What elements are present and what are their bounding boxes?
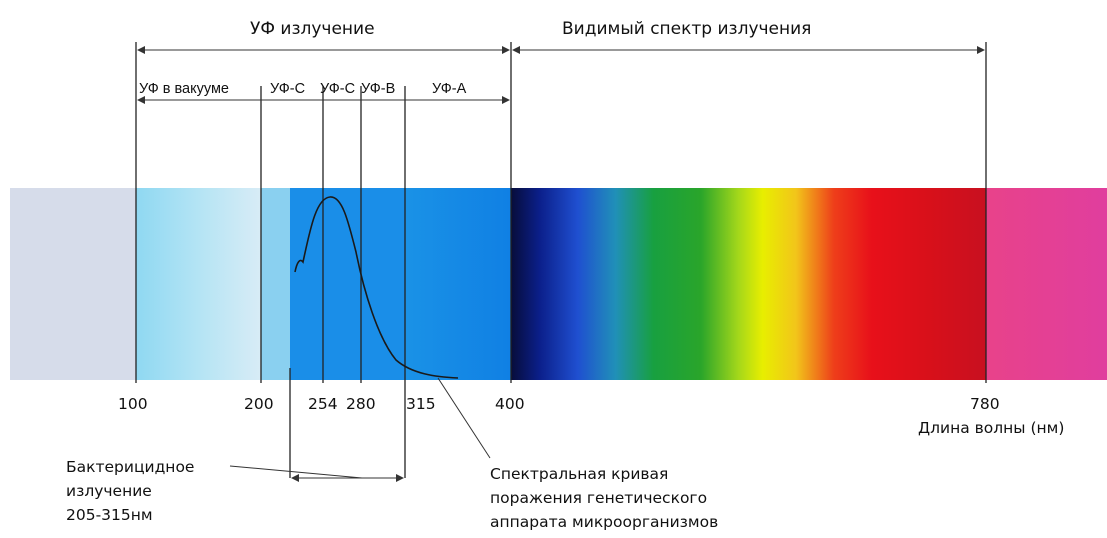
visible-header: Видимый спектр излучения: [562, 19, 812, 39]
band-uvc-second: УФ-С: [320, 81, 356, 97]
bactericidal-leader: [229, 465, 363, 479]
boundary-lines: [135, 42, 987, 478]
band-vacuum-uv: УФ в вакууме: [139, 81, 229, 97]
visible-region: [511, 188, 986, 380]
tick-780: 780: [970, 395, 1000, 413]
bactericidal-region: [290, 188, 405, 380]
damage-curve: [294, 196, 459, 379]
uv-header: УФ излучение: [250, 19, 375, 39]
bactericidal-label: Бактерицидное излучение 205-315нм: [66, 458, 195, 524]
tick-100: 100: [118, 395, 148, 413]
tick-315: 315: [406, 395, 436, 413]
tick-254: 254: [308, 395, 338, 413]
vacuum-uv-region: [136, 188, 261, 380]
band-uva: УФ-А: [432, 81, 467, 97]
tick-400: 400: [495, 395, 525, 413]
band-uvb: УФ-В: [361, 81, 396, 97]
curve-leader: [437, 377, 491, 459]
tick-280: 280: [346, 395, 376, 413]
axis-label: Длина волны (нм): [918, 419, 1065, 437]
uvc-region: [261, 188, 290, 380]
leader-lines: [229, 377, 491, 479]
range-arrows: [137, 46, 985, 482]
tick-200: 200: [244, 395, 274, 413]
uva-region: [405, 188, 511, 380]
infrared-region: [986, 188, 1107, 380]
spectrum-bar: [10, 188, 1107, 380]
far-uv-region: [10, 188, 136, 380]
curve-label: Спектральная кривая поражения генетическ…: [490, 465, 719, 531]
band-uvc: УФ-С: [270, 81, 306, 97]
